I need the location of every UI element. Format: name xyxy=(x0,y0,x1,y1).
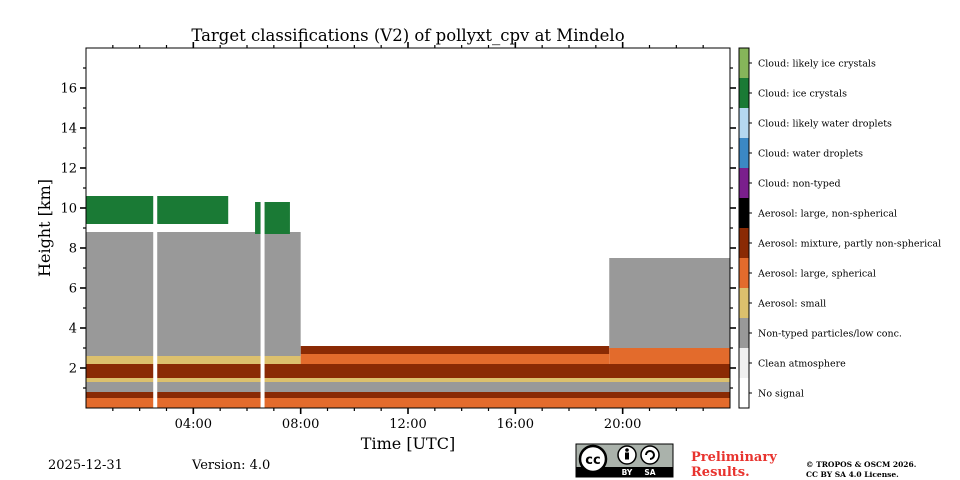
sa-share-alike-icon xyxy=(640,445,660,465)
class-layer xyxy=(86,392,730,398)
y-axis-ticks: 2 4 6 8 10 12 14 16 xyxy=(60,67,736,389)
legend-swatch xyxy=(739,378,749,408)
class-layer xyxy=(300,354,610,364)
y-tick-label: 14 xyxy=(60,122,77,137)
legend-label: Cloud: non-typed xyxy=(758,179,841,190)
by-label: BY xyxy=(622,468,633,477)
y-tick-label: 8 xyxy=(69,242,77,257)
legend-swatch xyxy=(739,228,749,258)
y-tick-label: 6 xyxy=(69,282,77,297)
legend-label: Cloud: water droplets xyxy=(758,149,863,160)
x-axis-ticks: 04:00 08:00 12:00 16:00 20:00 xyxy=(112,42,704,432)
x-tick-label: 16:00 xyxy=(497,417,534,432)
x-tick-label: 20:00 xyxy=(604,417,641,432)
cc-logo-icon xyxy=(578,444,608,474)
class-layer xyxy=(86,382,730,392)
colorbar-legend: Cloud: likely ice crystals Cloud: ice cry… xyxy=(738,47,941,409)
sa-arrow xyxy=(645,450,655,460)
y-tick-label: 10 xyxy=(60,202,77,217)
y-tick-label: 2 xyxy=(69,362,77,377)
colorbar-frame xyxy=(738,47,750,409)
legend-swatch xyxy=(739,348,749,378)
by-person-body xyxy=(625,452,629,460)
cc-badge-strip xyxy=(576,467,673,477)
legend-label: Cloud: likely ice crystals xyxy=(758,59,876,70)
legend-swatch xyxy=(739,168,749,198)
class-layer xyxy=(255,202,290,234)
date-label: 2025-12-31 xyxy=(48,458,123,473)
data-gap xyxy=(260,188,265,408)
by-person-head xyxy=(625,448,629,452)
x-tick-label: 12:00 xyxy=(389,417,426,432)
x-tick-label: 04:00 xyxy=(175,417,212,432)
cc-license-badge: cc BY SA xyxy=(575,443,674,478)
legend-label: Cloud: likely water droplets xyxy=(758,119,892,130)
y-tick-label: 12 xyxy=(60,162,77,177)
class-layer xyxy=(86,232,301,356)
data-gap xyxy=(153,188,158,408)
y-tick-label: 4 xyxy=(69,322,77,337)
x-axis-label: Time [UTC] xyxy=(361,434,455,453)
legend-swatch xyxy=(739,258,749,288)
legend-swatch xyxy=(739,138,749,168)
legend-swatch xyxy=(739,48,749,78)
legend-label: Aerosol: large, non-spherical xyxy=(757,209,897,220)
legend-label: Aerosol: small xyxy=(757,299,826,310)
class-layer xyxy=(86,398,730,408)
preliminary-notice: Preliminary Results. xyxy=(691,450,777,480)
chart-title: Target classifications (V2) of pollyxt_c… xyxy=(191,26,624,45)
class-layer xyxy=(86,364,730,378)
legend-swatch xyxy=(739,198,749,228)
preliminary-line-2: Results. xyxy=(691,465,750,480)
x-tick-label: 08:00 xyxy=(282,417,319,432)
y-axis-label: Height [km] xyxy=(35,179,54,277)
class-layer xyxy=(609,348,730,364)
legend-swatch xyxy=(739,318,749,348)
copyright-line-1: © TROPOS & OSCM 2026. xyxy=(806,460,917,469)
legend-label: No signal xyxy=(758,389,804,400)
sa-label: SA xyxy=(644,468,655,477)
legend-label: Aerosol: mixture, partly non-spherical xyxy=(757,239,941,250)
legend-label: Aerosol: large, spherical xyxy=(757,269,876,280)
legend-swatch xyxy=(739,108,749,138)
plot-area xyxy=(85,47,731,409)
y-tick-label: 16 xyxy=(60,82,77,97)
cc-logo-text: cc xyxy=(585,453,600,468)
data-gaps xyxy=(153,188,265,408)
legend-swatch xyxy=(739,78,749,108)
class-layer xyxy=(300,346,610,354)
legend-label: Clean atmosphere xyxy=(758,359,846,370)
class-layer xyxy=(86,356,301,364)
copyright-line-2: CC BY SA 4.0 License. xyxy=(806,470,899,479)
copyright-notice: © TROPOS & OSCM 2026. CC BY SA 4.0 Licen… xyxy=(806,460,916,480)
legend-label: Cloud: ice crystals xyxy=(758,89,847,100)
class-layer xyxy=(609,258,730,348)
preliminary-line-1: Preliminary xyxy=(691,450,777,465)
version-label: Version: 4.0 xyxy=(192,458,271,473)
legend-swatch xyxy=(739,288,749,318)
legend-label: Non-typed particles/low conc. xyxy=(758,329,902,340)
class-layer xyxy=(86,378,730,382)
